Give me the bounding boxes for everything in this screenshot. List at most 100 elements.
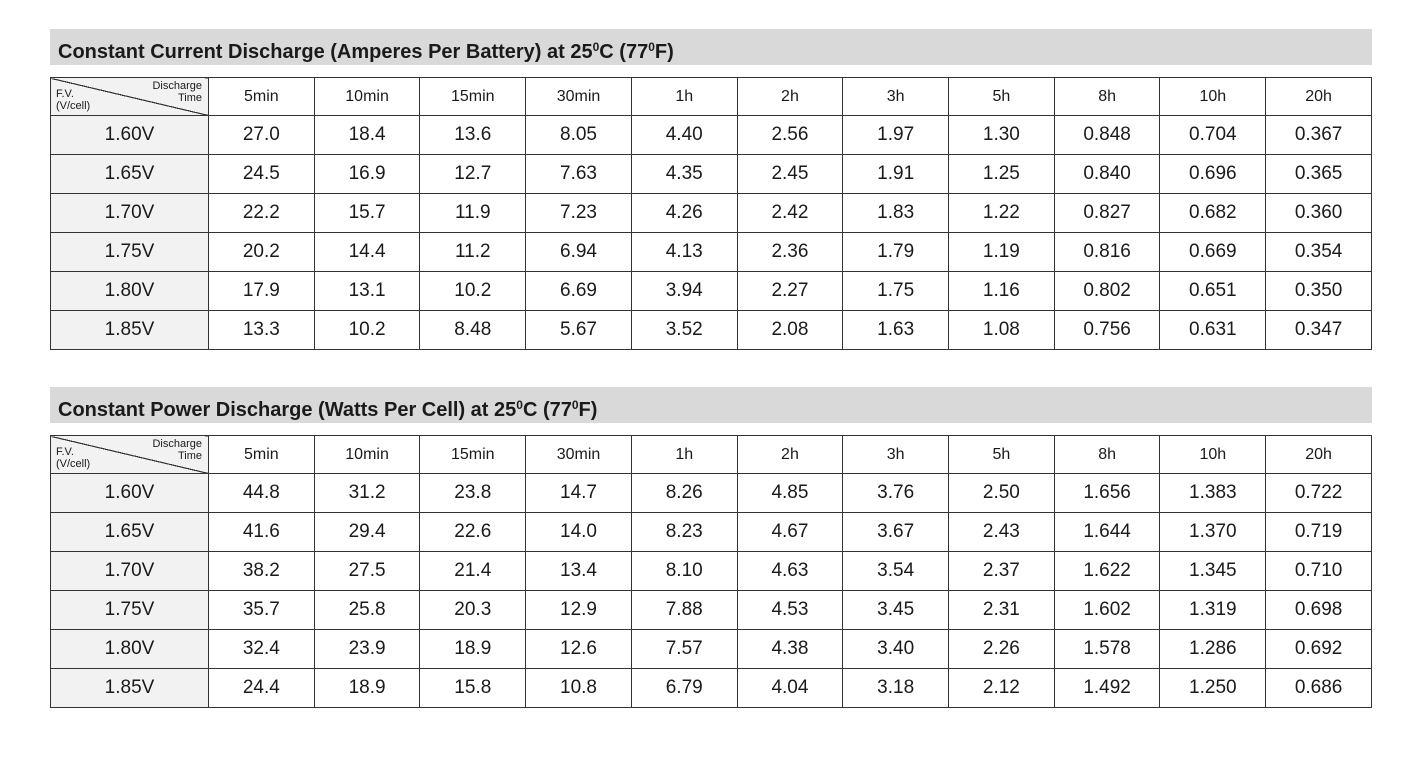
corner-text: Time: [177, 450, 202, 462]
table-cell: 6.69: [525, 271, 632, 311]
column-header: 5h: [948, 77, 1055, 116]
column-header: 2h: [736, 435, 844, 474]
table-row: 1.70V 38.2 27.5 21.4 13.4 8.10 4.63 3.54 2.37 1.6…: [50, 551, 1372, 591]
table-cell: 0.354: [1265, 232, 1372, 272]
column-header: 30min: [525, 435, 632, 474]
table-cell: 4.40: [630, 115, 738, 155]
row-label: 1.60V: [50, 115, 209, 155]
header-row: Discharge Time F.V. (V/cell) 5min 10min 15min 3…: [50, 435, 1372, 474]
power-discharge-section: Constant Power Discharge (Watts Per Cell…: [50, 387, 1372, 708]
corner-text: Discharge: [152, 438, 202, 450]
corner-text: F.V.: [56, 88, 74, 100]
table-cell: 1.22: [948, 193, 1055, 233]
table-cell: 1.370: [1159, 512, 1267, 552]
table-cell: 1.63: [842, 310, 950, 350]
row-label: 1.80V: [50, 629, 209, 669]
corner-text: (V/cell): [56, 100, 91, 112]
table-cell: 25.8: [313, 590, 421, 630]
table-cell: 0.827: [1053, 193, 1161, 233]
table-row: 1.60V 27.0 18.4 13.6 8.05 4.40 2.56 1.97 1.30 0.8…: [50, 115, 1372, 155]
table-cell: 23.9: [313, 629, 421, 669]
table-cell: 1.345: [1159, 551, 1267, 591]
table-cell: 12.7: [419, 154, 527, 194]
table-row: 1.85V 24.4 18.9 15.8 10.8 6.79 4.04 3.18 2.12 1.4…: [50, 668, 1372, 708]
title-superscript: 0: [516, 398, 523, 412]
row-label: 1.75V: [50, 232, 209, 272]
table-cell: 7.88: [630, 590, 738, 630]
table-row: 1.70V 22.2 15.7 11.9 7.23 4.26 2.42 1.83 1.22 0.8…: [50, 193, 1372, 233]
table-cell: 0.848: [1053, 115, 1161, 155]
table-cell: 0.698: [1265, 590, 1372, 630]
column-header: 15min: [419, 435, 527, 474]
row-label: 1.65V: [50, 512, 209, 552]
table-cell: 13.3: [208, 310, 315, 350]
table-cell: 13.4: [525, 551, 632, 591]
table-cell: 4.26: [630, 193, 738, 233]
table-cell: 6.94: [525, 232, 632, 272]
row-label: 1.70V: [50, 551, 209, 591]
column-header: 10h: [1159, 435, 1267, 474]
table-cell: 2.43: [948, 512, 1055, 552]
column-header: 8h: [1053, 435, 1161, 474]
current-discharge-section: Constant Current Discharge (Amperes Per …: [50, 29, 1372, 350]
table-cell: 3.52: [630, 310, 738, 350]
title-superscript: 0: [592, 40, 600, 54]
table-cell: 20.2: [208, 232, 315, 272]
table-cell: 31.2: [313, 473, 421, 513]
table-cell: 18.9: [313, 668, 421, 708]
table-cell: 2.08: [736, 310, 844, 350]
column-header: 5min: [208, 435, 315, 474]
table-cell: 27.0: [208, 115, 315, 155]
row-label: 1.85V: [50, 310, 209, 350]
table-cell: 0.719: [1265, 512, 1372, 552]
corner-text: Time: [177, 92, 202, 104]
table-cell: 1.383: [1159, 473, 1267, 513]
table-cell: 23.8: [419, 473, 527, 513]
column-header: 5h: [948, 435, 1055, 474]
table-cell: 0.756: [1053, 310, 1161, 350]
column-header: 20h: [1265, 77, 1372, 116]
table-cell: 1.83: [842, 193, 950, 233]
table-cell: 1.08: [948, 310, 1055, 350]
table-cell: 1.622: [1053, 551, 1161, 591]
table-cell: 1.250: [1159, 668, 1267, 708]
column-header: 3h: [842, 77, 950, 116]
table-cell: 8.23: [630, 512, 738, 552]
table-cell: 4.67: [736, 512, 844, 552]
row-label: 1.85V: [50, 668, 209, 708]
table-cell: 1.644: [1053, 512, 1161, 552]
table-cell: 0.631: [1159, 310, 1267, 350]
table-cell: 1.75: [842, 271, 950, 311]
corner-text: F.V.: [56, 446, 74, 458]
table-cell: 1.656: [1053, 473, 1161, 513]
corner-header: Discharge Time F.V. (V/cell): [50, 77, 209, 116]
table-cell: 8.05: [525, 115, 632, 155]
title-text: F): [578, 399, 598, 421]
table-row: 1.80V 17.9 13.1 10.2 6.69 3.94 2.27 1.75 1.16 0.8…: [50, 271, 1372, 311]
table-cell: 8.10: [630, 551, 738, 591]
table-cell: 1.25: [948, 154, 1055, 194]
column-header: 8h: [1053, 77, 1161, 116]
current-discharge-title: Constant Current Discharge (Amperes Per …: [50, 29, 1372, 65]
corner-top-label: Discharge Time: [152, 438, 202, 462]
column-header: 30min: [525, 77, 632, 116]
table-cell: 10.8: [525, 668, 632, 708]
table-cell: 3.45: [842, 590, 950, 630]
table-cell: 0.360: [1265, 193, 1372, 233]
table-cell: 27.5: [313, 551, 421, 591]
column-header: 3h: [842, 435, 950, 474]
table-cell: 10.2: [313, 310, 421, 350]
table-cell: 0.722: [1265, 473, 1372, 513]
table-cell: 3.54: [842, 551, 950, 591]
table-cell: 0.692: [1265, 629, 1372, 669]
table-cell: 2.31: [948, 590, 1055, 630]
table-cell: 18.9: [419, 629, 527, 669]
table-cell: 2.42: [736, 193, 844, 233]
table-cell: 21.4: [419, 551, 527, 591]
corner-bottom-label: F.V. (V/cell): [56, 446, 90, 470]
table-cell: 17.9: [208, 271, 315, 311]
column-header: 10h: [1159, 77, 1267, 116]
column-header: 1h: [630, 77, 738, 116]
table-cell: 24.5: [208, 154, 315, 194]
row-label: 1.80V: [50, 271, 209, 311]
